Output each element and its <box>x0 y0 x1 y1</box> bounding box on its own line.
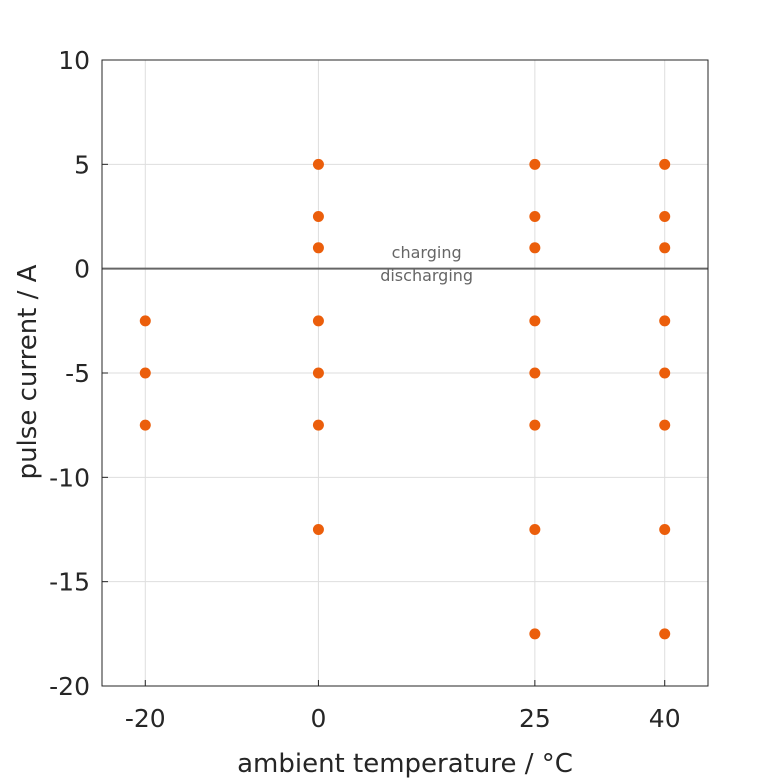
data-point <box>529 419 541 431</box>
y-axis-label: pulse current / A <box>13 264 43 479</box>
y-tick-label: -5 <box>65 359 90 388</box>
data-point <box>312 419 324 431</box>
grid <box>102 59 708 687</box>
data-point <box>529 367 541 379</box>
data-point <box>529 628 541 640</box>
y-tick-label: -20 <box>49 672 90 701</box>
x-tick-label: 25 <box>519 704 551 733</box>
data-point <box>659 367 671 379</box>
y-tick-label: 5 <box>74 150 90 179</box>
data-point <box>529 315 541 327</box>
data-point <box>659 524 671 535</box>
y-tick-label: -15 <box>49 568 90 597</box>
data-point <box>659 242 671 254</box>
x-tick-label: -20 <box>125 704 166 733</box>
data-point <box>659 628 671 640</box>
data-point <box>312 367 324 379</box>
data-point <box>529 211 541 222</box>
x-tick-label: 0 <box>310 704 326 733</box>
x-axis-label: ambient temperature / °C <box>237 749 573 779</box>
data-point <box>139 315 151 327</box>
y-tick-label: -10 <box>49 463 90 492</box>
x-tick-label: 40 <box>649 704 681 733</box>
data-point <box>312 242 324 254</box>
annotation-discharging: discharging <box>380 266 473 285</box>
data-point <box>312 211 324 222</box>
data-point <box>139 419 151 431</box>
data-point <box>312 158 324 170</box>
data-point <box>659 419 671 431</box>
y-tick-label: 10 <box>58 46 90 75</box>
annotation-charging: charging <box>392 243 462 262</box>
data-point <box>529 524 541 535</box>
data-point <box>659 211 671 222</box>
plot-frame <box>101 59 709 687</box>
data-point <box>312 524 324 535</box>
data-point <box>659 315 671 327</box>
data-point <box>139 367 151 379</box>
data-point <box>529 242 541 254</box>
data-point <box>659 158 671 170</box>
data-point <box>529 158 541 170</box>
data-points <box>139 158 671 640</box>
y-tick-label: 0 <box>74 255 90 284</box>
data-point <box>312 315 324 327</box>
tick-labels: -20 0 25 40 10 5 0 -5 -10 -15 -20 <box>49 46 680 733</box>
